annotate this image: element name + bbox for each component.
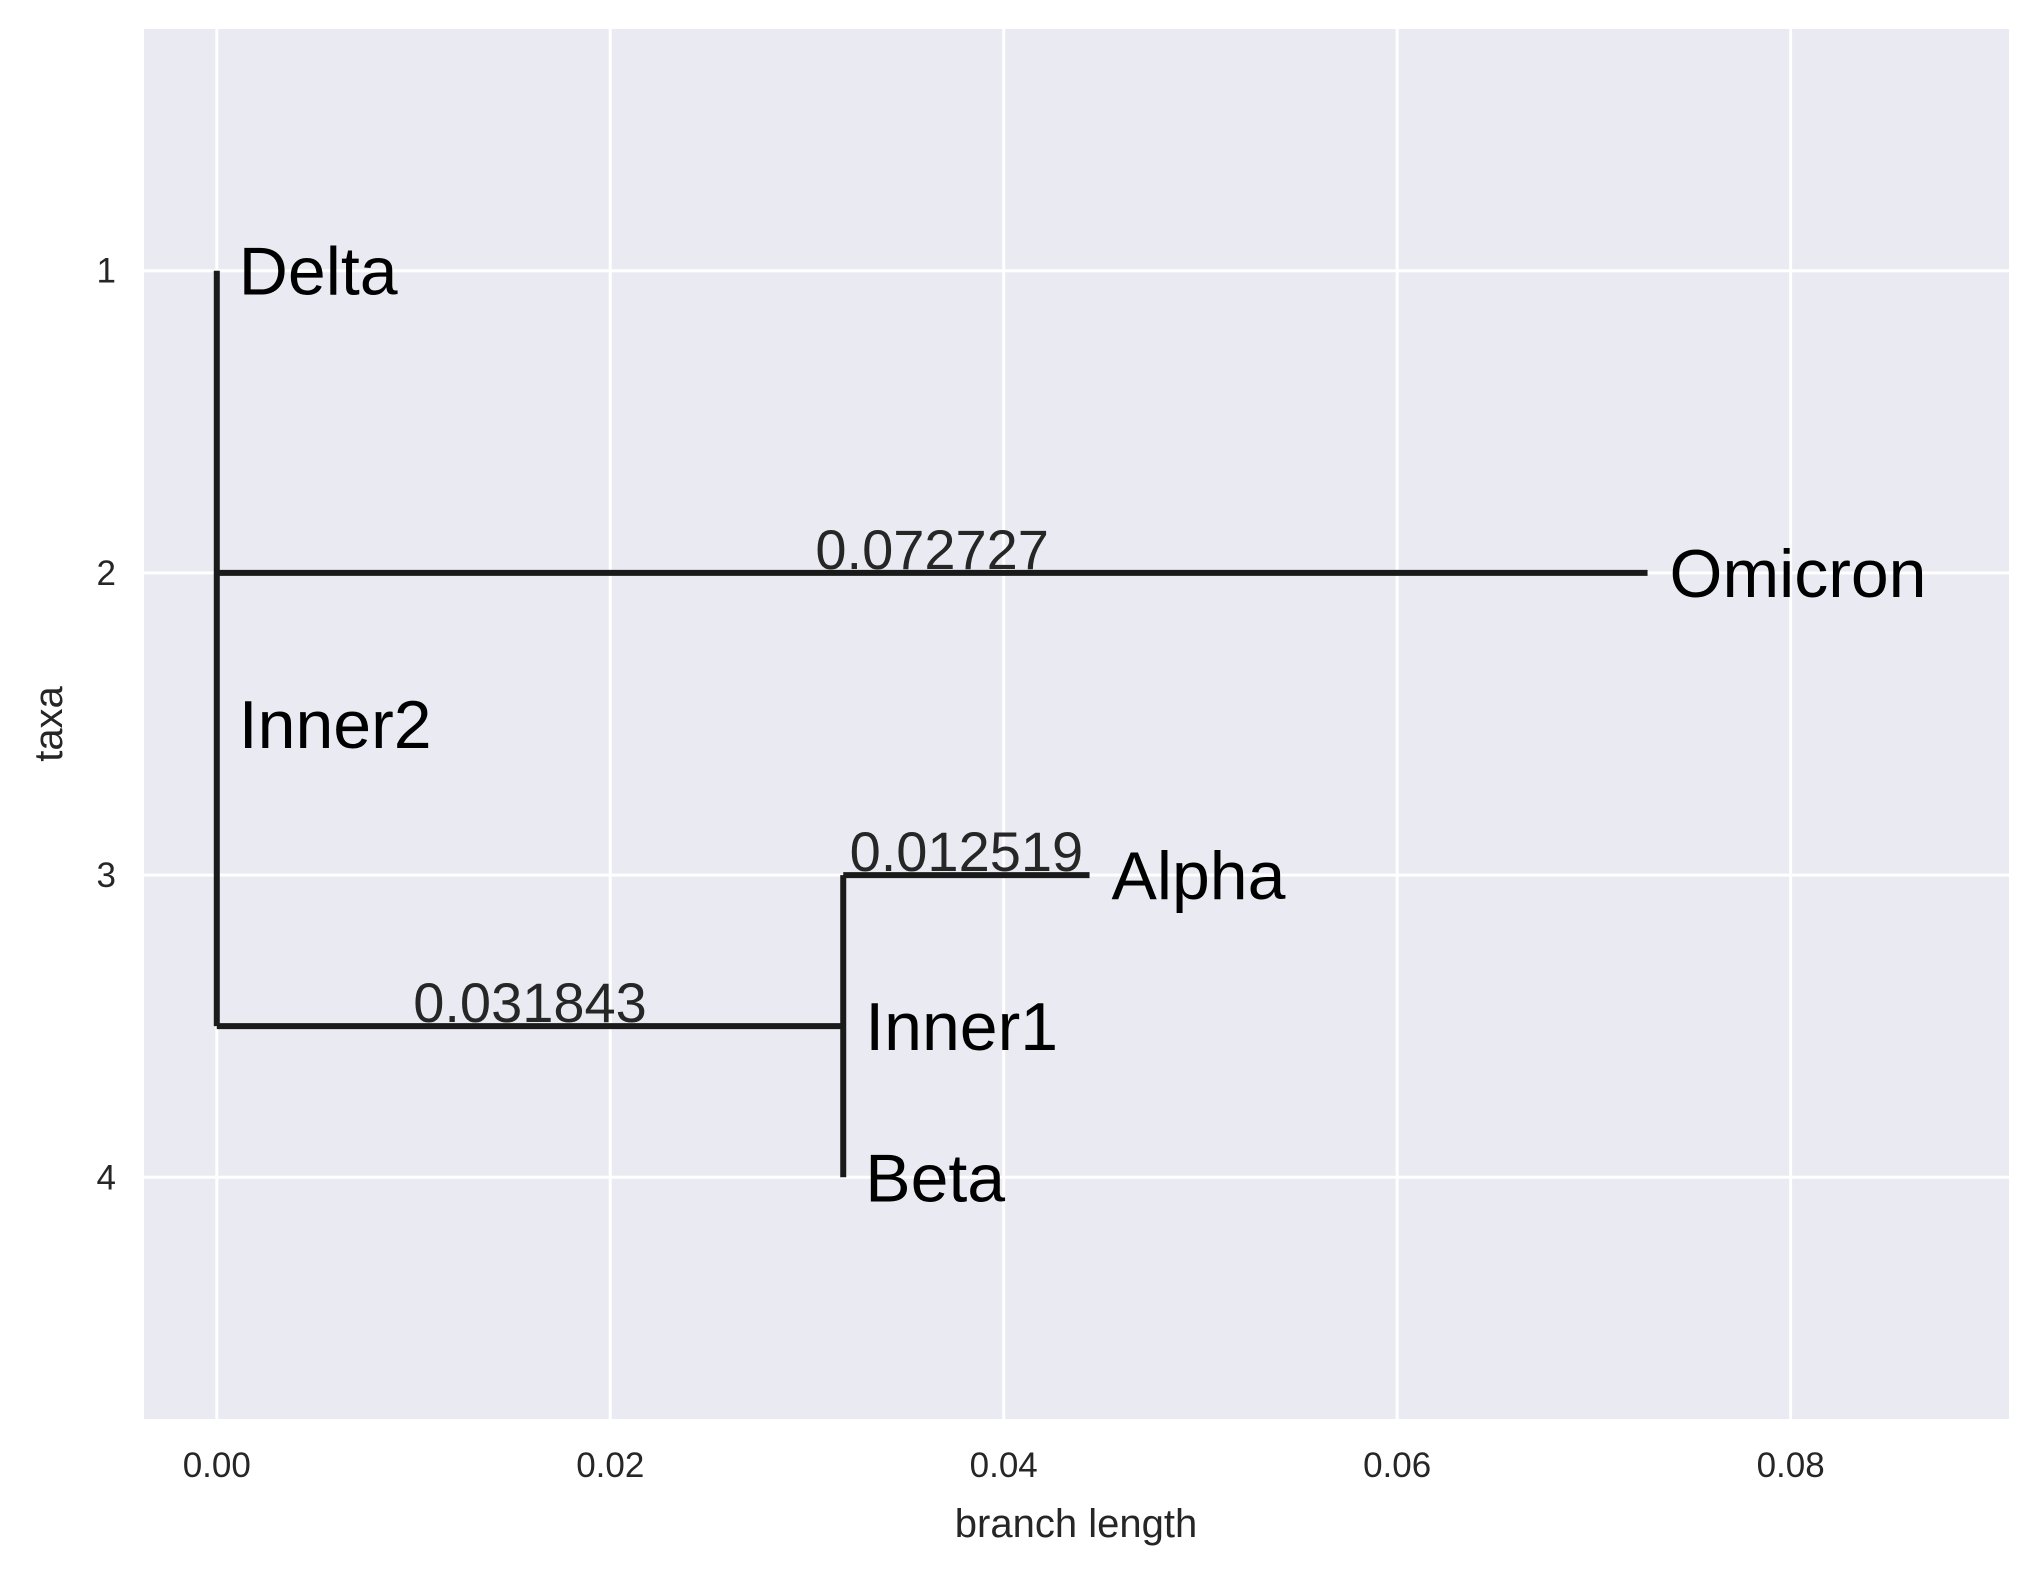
x-tick-label: 0.04: [970, 1446, 1038, 1485]
node-label-beta: Beta: [865, 1140, 1005, 1216]
node-label-delta: Delta: [239, 234, 398, 310]
y-axis-title: taxa: [27, 685, 71, 761]
x-tick-label: 0.00: [183, 1446, 251, 1485]
y-tick-label: 1: [97, 252, 116, 291]
node-label-omicron: Omicron: [1670, 536, 1927, 612]
branch-length-label: 0.012519: [850, 820, 1084, 883]
node-label-inner2: Inner2: [239, 687, 432, 763]
x-tick-label: 0.08: [1757, 1446, 1825, 1485]
tree-labels: 0.072727 0.031843 0.012519 Delta Omicron Inne…: [239, 234, 1927, 1217]
x-axis-title: branch length: [955, 1502, 1197, 1546]
node-label-inner1: Inner1: [865, 989, 1058, 1065]
y-tick-label: 2: [97, 554, 116, 593]
branch-length-label: 0.031843: [413, 971, 647, 1034]
x-tick-label: 0.02: [576, 1446, 644, 1485]
branch-length-label: 0.072727: [815, 518, 1049, 581]
grid-lines: [144, 29, 2009, 1419]
tree-branches: [213, 270, 1648, 1178]
y-tick-label: 3: [97, 856, 116, 895]
y-tick-label: 4: [97, 1158, 116, 1197]
axis-ticks: 0.00 0.02 0.04 0.06 0.08 1 2 3 4: [97, 252, 1825, 1485]
plot-background: [144, 29, 2009, 1419]
x-tick-label: 0.06: [1363, 1446, 1431, 1485]
node-label-alpha: Alpha: [1112, 838, 1286, 914]
